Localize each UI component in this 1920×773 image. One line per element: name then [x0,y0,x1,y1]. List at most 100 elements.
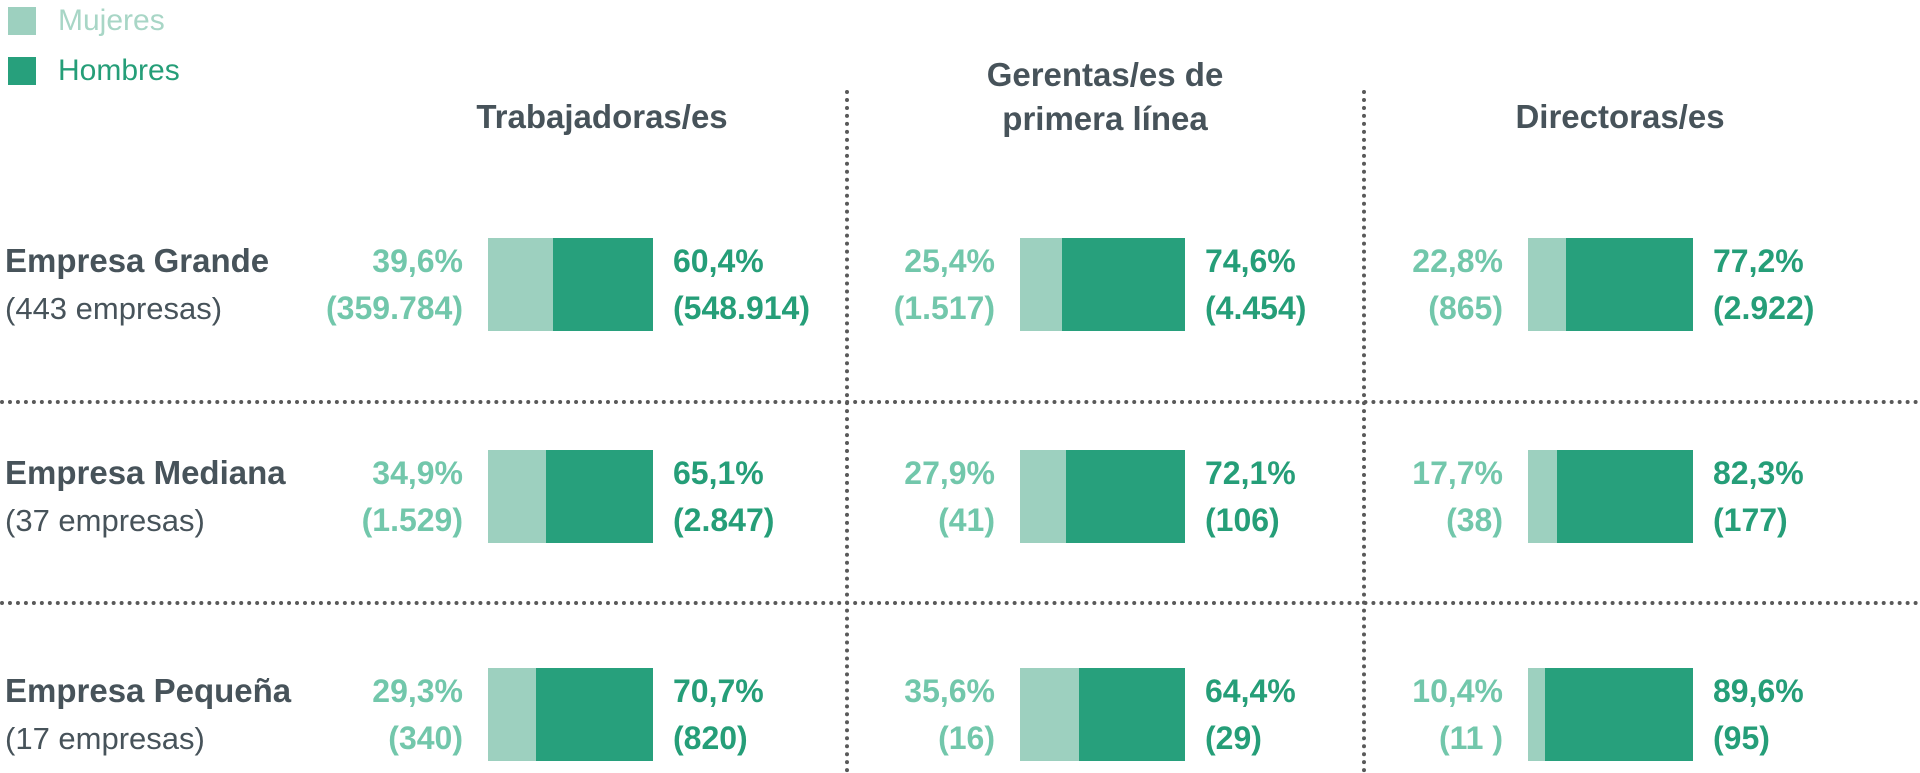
bar-segment-hombres [1565,238,1693,331]
company-count: (37 empresas) [5,502,205,538]
women-value: 39,6% (359.784) [283,238,463,332]
women-value: 10,4% (11 ) [1323,668,1503,762]
legend-label-hombres: Hombres [58,54,180,87]
women-count: (16) [938,719,995,756]
men-pct: 74,6% [1205,242,1296,279]
bar-segment-mujeres [1528,450,1558,543]
men-count: (548.914) [673,289,810,326]
women-count: (38) [1446,501,1503,538]
men-pct: 65,1% [673,454,764,491]
stacked-bar [488,450,653,543]
bar-segment-mujeres [1020,238,1062,331]
column-header-gerentas: Gerentas/es de primera línea [986,56,1224,137]
bar-segment-hombres [1557,450,1693,543]
bar-segment-hombres [536,668,653,761]
women-pct: 17,7% [1412,454,1503,491]
men-value: 60,4% (548.914) [673,238,810,332]
women-pct: 10,4% [1412,672,1503,709]
horizontal-divider-1 [0,400,1920,404]
women-count: (359.784) [326,289,463,326]
stacked-bar [1528,238,1693,331]
row-label-empresa-mediana: Empresa Mediana (37 empresas) [5,450,286,543]
women-count: (340) [388,719,463,756]
women-value: 22,8% (865) [1323,238,1503,332]
men-pct: 60,4% [673,242,764,279]
cell-mediana-directoras: 17,7% (38) 82,3% (177) [1323,450,1804,543]
stacked-bar [1020,668,1185,761]
bar-segment-mujeres [488,450,546,543]
women-value: 34,9% (1.529) [283,450,463,544]
men-count: (95) [1713,719,1770,756]
men-pct: 70,7% [673,672,764,709]
cell-pequena-gerentas: 35,6% (16) 64,4% (29) [815,668,1296,761]
legend-swatch-mujeres [8,7,36,35]
bar-segment-hombres [545,450,653,543]
men-pct: 89,6% [1713,672,1804,709]
women-pct: 35,6% [904,672,995,709]
stacked-bar [488,238,653,331]
men-pct: 77,2% [1713,242,1804,279]
men-pct: 72,1% [1205,454,1296,491]
cell-grande-trabajadoras: 39,6% (359.784) 60,4% (548.914) [283,238,810,331]
women-value: 25,4% (1.517) [815,238,995,332]
cell-pequena-trabajadoras: 29,3% (340) 70,7% (820) [283,668,764,761]
row-label-empresa-grande: Empresa Grande (443 empresas) [5,238,269,331]
legend-swatch-hombres [8,57,36,85]
women-pct: 22,8% [1412,242,1503,279]
legend-item-hombres: Hombres [8,54,180,88]
stacked-bar [1528,450,1693,543]
bar-segment-hombres [1066,450,1185,543]
bar-segment-mujeres [1528,668,1546,761]
men-count: (820) [673,719,748,756]
cell-pequena-directoras: 10,4% (11 ) 89,6% (95) [1323,668,1804,761]
men-value: 65,1% (2.847) [673,450,774,544]
bar-segment-hombres [1061,238,1185,331]
men-count: (4.454) [1205,289,1307,326]
stacked-bar [488,668,653,761]
men-value: 74,6% (4.454) [1205,238,1306,332]
women-value: 35,6% (16) [815,668,995,762]
column-header-trabajadoras: Trabajadoras/es [476,98,728,135]
women-count: (865) [1428,289,1503,326]
men-value: 77,2% (2.922) [1713,238,1814,332]
women-count: (41) [938,501,995,538]
women-count: (1.529) [361,501,463,538]
company-count: (17 empresas) [5,720,205,756]
cell-mediana-trabajadoras: 34,9% (1.529) 65,1% (2.847) [283,450,774,543]
company-name: Empresa Grande [5,241,270,279]
men-count: (2.847) [673,501,775,538]
women-pct: 25,4% [904,242,995,279]
bar-segment-mujeres [488,238,554,331]
men-count: (106) [1205,501,1280,538]
row-label-empresa-pequena: Empresa Pequeña (17 empresas) [5,668,291,761]
men-value: 70,7% (820) [673,668,764,762]
men-value: 89,6% (95) [1713,668,1804,762]
vertical-divider-2 [1362,90,1366,773]
women-value: 29,3% (340) [283,668,463,762]
company-count: (443 empresas) [5,290,223,326]
men-count: (177) [1713,501,1788,538]
legend-item-mujeres: Mujeres [8,4,165,38]
women-count: (11 ) [1438,719,1503,756]
women-count: (1.517) [893,289,995,326]
cell-grande-directoras: 22,8% (865) 77,2% (2.922) [1323,238,1814,331]
bar-segment-hombres [1078,668,1185,761]
stacked-bar [1528,668,1693,761]
bar-segment-mujeres [488,668,537,761]
women-pct: 27,9% [904,454,995,491]
company-name: Empresa Mediana [5,453,286,491]
column-header-directoras: Directoras/es [1515,98,1725,135]
women-value: 17,7% (38) [1323,450,1503,544]
bar-segment-mujeres [1528,238,1566,331]
men-value: 64,4% (29) [1205,668,1296,762]
stacked-bar [1020,238,1185,331]
cell-mediana-gerentas: 27,9% (41) 72,1% (106) [815,450,1296,543]
men-pct: 64,4% [1205,672,1296,709]
women-pct: 39,6% [372,242,463,279]
stacked-bar [1020,450,1185,543]
women-pct: 29,3% [372,672,463,709]
women-value: 27,9% (41) [815,450,995,544]
cell-grande-gerentas: 25,4% (1.517) 74,6% (4.454) [815,238,1306,331]
men-count: (2.922) [1713,289,1815,326]
